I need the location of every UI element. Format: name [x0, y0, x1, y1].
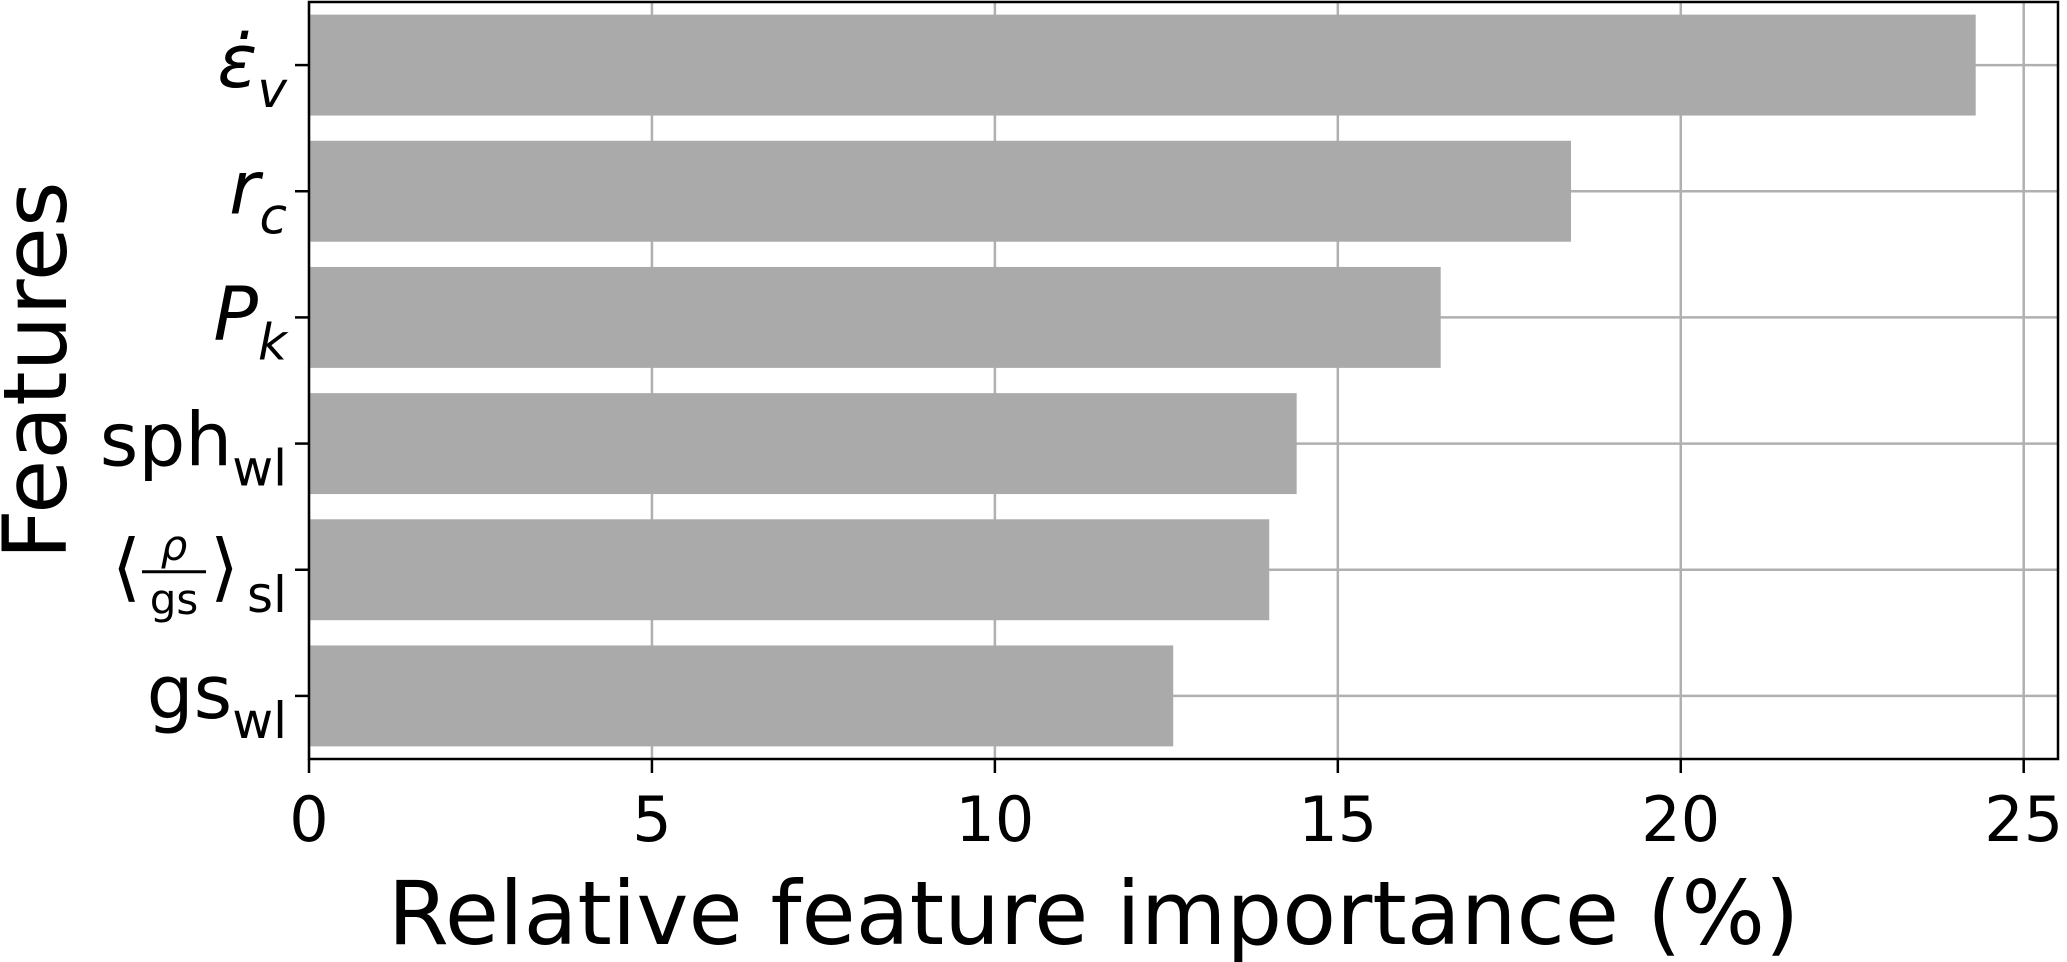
y-axis-title: Features — [0, 181, 87, 559]
x-tick-label: 20 — [1641, 783, 1720, 856]
x-tick-label: 15 — [1298, 783, 1377, 856]
bar — [309, 519, 1270, 621]
category-label: Pk — [213, 271, 289, 371]
x-axis-title: Relative feature importance (%) — [388, 862, 1800, 962]
x-tick-label: 5 — [632, 783, 671, 856]
category-label-numerator: ρ — [161, 521, 188, 570]
x-tick-label: 25 — [1984, 783, 2063, 856]
bar — [309, 393, 1297, 495]
category-label-bracket-right: ⟩ — [210, 524, 239, 610]
x-tick-label: 10 — [955, 783, 1034, 856]
plot-frame — [307, 0, 2060, 761]
category-label-bracket-left: ⟨ — [112, 524, 141, 610]
bar — [309, 266, 1441, 368]
category-label: sphwl — [100, 398, 287, 498]
x-tick-label: 0 — [289, 783, 328, 856]
bar — [309, 645, 1174, 747]
x-ticks: 0 5 10 15 20 25 — [289, 759, 2063, 856]
category-label: gswl — [147, 650, 287, 750]
category-label: ⟨ ρ gs ⟩ sl — [112, 521, 287, 624]
category-label: ε̇v — [217, 19, 288, 119]
category-label-subscript: sl — [247, 566, 287, 624]
bar — [309, 14, 1976, 116]
category-label-denominator: gs — [150, 575, 199, 624]
bar — [309, 140, 1572, 242]
bars — [309, 14, 1976, 747]
y-category-labels: ε̇v rc Pk sphwl ⟨ ρ gs ⟩ sl gswl — [100, 19, 309, 750]
category-label: rc — [229, 145, 287, 245]
